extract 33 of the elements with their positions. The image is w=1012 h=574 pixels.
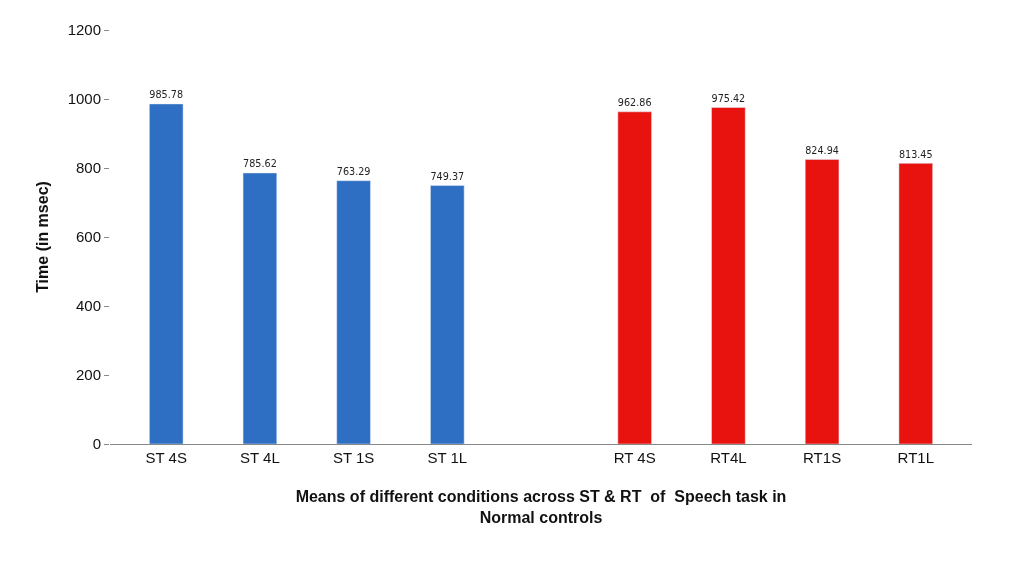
- x-tick-label: RT1L: [897, 449, 934, 466]
- x-axis-title: Means of different conditions across ST & RT of Speech task in Normal controls: [295, 487, 787, 526]
- x-tick-label: RT1S: [803, 449, 842, 466]
- x-tick-label: RT 4S: [613, 449, 656, 466]
- y-tick-label: 0: [92, 435, 101, 453]
- y-axis-title: Time (in msec): [33, 181, 51, 293]
- bar: [898, 163, 933, 444]
- bar: [242, 172, 278, 444]
- y-tick-label: 600: [75, 228, 101, 246]
- x-tick-label: ST 1L: [427, 449, 468, 466]
- data-label: 785.62: [243, 158, 277, 170]
- data-label: 975.42: [711, 92, 746, 104]
- y-tick-label: 200: [75, 366, 101, 384]
- data-label: 962.86: [617, 97, 652, 109]
- bar: [617, 111, 652, 444]
- x-tick-label: ST 4L: [240, 449, 280, 466]
- bar: [804, 159, 840, 444]
- data-label: 763.29: [336, 166, 371, 178]
- x-tick-label: ST 4S: [145, 449, 187, 466]
- data-label: 813.45: [898, 148, 933, 160]
- y-tick-label: 1000: [67, 90, 101, 108]
- data-label: 824.94: [805, 144, 839, 156]
- y-tick-label: 1200: [67, 21, 101, 39]
- data-label: 749.37: [430, 170, 465, 182]
- bar: [430, 185, 465, 444]
- x-tick-label: RT4L: [710, 449, 747, 466]
- data-label: 985.78: [149, 89, 184, 101]
- bar: [711, 107, 746, 444]
- y-tick-label: 800: [75, 159, 101, 177]
- y-tick-label: 400: [75, 297, 101, 315]
- x-tick-label: ST 1S: [332, 449, 375, 466]
- bar: [336, 180, 371, 444]
- bar: [149, 103, 184, 444]
